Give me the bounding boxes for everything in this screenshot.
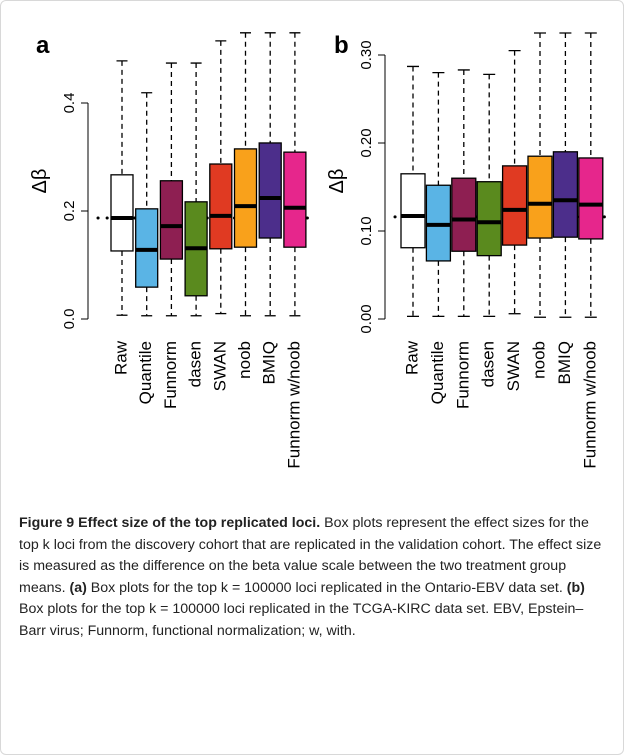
y-tick-label: 0.0 bbox=[61, 309, 78, 330]
figure-label: Figure 9 bbox=[19, 515, 75, 531]
y-tick-label: 0.2 bbox=[61, 201, 78, 222]
charts: a Δβ 0.0 0.2 0.4 Raw Quantile Funnorm dasen SWAN n… bbox=[29, 32, 611, 469]
box bbox=[451, 177, 477, 252]
box bbox=[233, 148, 258, 248]
box bbox=[258, 142, 282, 239]
x-tick-label: BMIQ bbox=[260, 341, 279, 384]
box bbox=[501, 165, 528, 246]
x-tick-label: BMIQ bbox=[555, 341, 574, 384]
x-tick-label: noob bbox=[529, 341, 548, 379]
box bbox=[476, 181, 502, 257]
x-tick-label: Funnorm bbox=[161, 341, 180, 409]
box bbox=[110, 174, 134, 252]
x-tick-label: Funnorm w/noob bbox=[284, 341, 303, 469]
box bbox=[159, 180, 184, 260]
x-tick-label: noob bbox=[235, 341, 254, 379]
x-tick-label: Funnorm w/noob bbox=[580, 341, 599, 469]
box bbox=[527, 155, 553, 239]
x-tick-label: dasen bbox=[186, 341, 205, 387]
x-tick-label: dasen bbox=[479, 341, 498, 387]
figure-title: Effect size of the top replicated loci. bbox=[78, 515, 321, 531]
y-tick-label: 0.20 bbox=[358, 128, 375, 157]
box bbox=[552, 151, 579, 238]
y-tick-label: 0.00 bbox=[358, 304, 375, 333]
y-tick-label: 0.10 bbox=[358, 216, 375, 245]
y-axis-label: Δβ bbox=[326, 169, 348, 194]
part-label: (b) bbox=[566, 579, 585, 596]
box bbox=[283, 151, 307, 248]
part-label: (a) bbox=[69, 579, 87, 596]
x-tick-label: Raw bbox=[402, 340, 421, 375]
caption-text: Box plots for the top k = 100000 loci re… bbox=[19, 601, 584, 639]
x-tick-label: Raw bbox=[111, 340, 130, 375]
caption-text: Box plots represent the effect sizes for… bbox=[19, 515, 602, 596]
x-tick-label: Quantile bbox=[428, 341, 447, 404]
y-tick-label: 0.30 bbox=[358, 40, 375, 69]
y-axis-label: Δβ bbox=[29, 169, 51, 194]
x-tick-label: SWAN bbox=[210, 341, 229, 391]
x-tick-label: Quantile bbox=[136, 341, 155, 404]
x-tick-label: SWAN bbox=[504, 341, 523, 391]
box bbox=[400, 173, 426, 249]
caption-text: Box plots for the top k = 100000 loci re… bbox=[90, 579, 563, 596]
caption: Figure 9 Effect size of the top replicat… bbox=[19, 513, 609, 642]
x-tick-label: Funnorm bbox=[453, 341, 472, 409]
box bbox=[578, 157, 604, 240]
box bbox=[209, 163, 233, 250]
panel-label: a bbox=[36, 32, 50, 59]
y-tick-label: 0.4 bbox=[61, 93, 78, 114]
panel-label: b bbox=[334, 32, 349, 59]
